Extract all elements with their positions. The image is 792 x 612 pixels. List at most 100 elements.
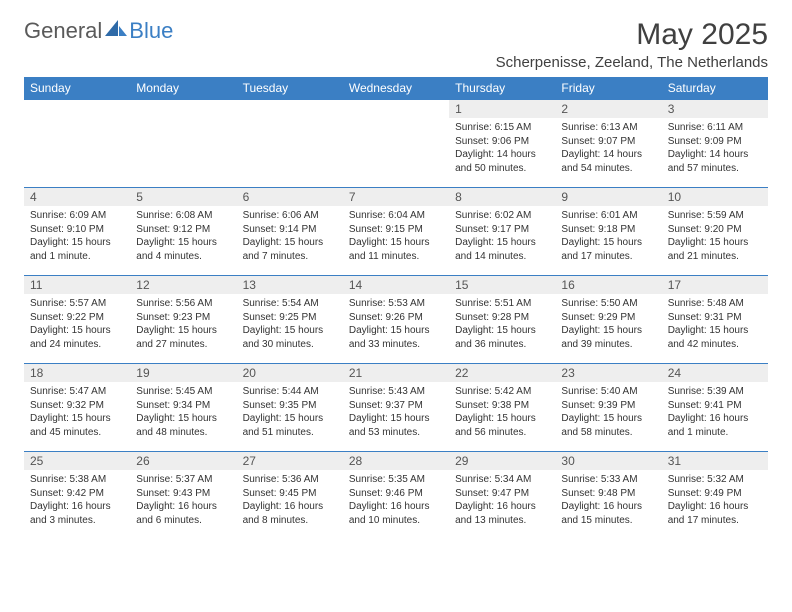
day-cell: 17Sunrise: 5:48 AMSunset: 9:31 PMDayligh…	[662, 276, 768, 364]
sunset-text: Sunset: 9:37 PM	[349, 399, 443, 413]
day-cell: 9Sunrise: 6:01 AMSunset: 9:18 PMDaylight…	[555, 188, 661, 276]
day-number: 31	[662, 452, 768, 470]
sunrise-text: Sunrise: 5:37 AM	[136, 473, 230, 487]
daylight-text: Daylight: 16 hours and 17 minutes.	[668, 500, 762, 527]
day-content: Sunrise: 6:02 AMSunset: 9:17 PMDaylight:…	[449, 206, 555, 265]
sunrise-text: Sunrise: 5:45 AM	[136, 385, 230, 399]
daylight-text: Daylight: 15 hours and 7 minutes.	[243, 236, 337, 263]
day-cell: 6Sunrise: 6:06 AMSunset: 9:14 PMDaylight…	[237, 188, 343, 276]
day-cell: 16Sunrise: 5:50 AMSunset: 9:29 PMDayligh…	[555, 276, 661, 364]
day-number: 13	[237, 276, 343, 294]
day-header: Monday	[130, 77, 236, 100]
sunrise-text: Sunrise: 6:13 AM	[561, 121, 655, 135]
day-cell: 1Sunrise: 6:15 AMSunset: 9:06 PMDaylight…	[449, 100, 555, 188]
daylight-text: Daylight: 15 hours and 4 minutes.	[136, 236, 230, 263]
day-number: 1	[449, 100, 555, 118]
day-content: Sunrise: 5:34 AMSunset: 9:47 PMDaylight:…	[449, 470, 555, 529]
sunrise-text: Sunrise: 5:54 AM	[243, 297, 337, 311]
sunset-text: Sunset: 9:09 PM	[668, 135, 762, 149]
day-header: Wednesday	[343, 77, 449, 100]
sunrise-text: Sunrise: 5:50 AM	[561, 297, 655, 311]
sunrise-text: Sunrise: 5:38 AM	[30, 473, 124, 487]
sunrise-text: Sunrise: 5:42 AM	[455, 385, 549, 399]
sunset-text: Sunset: 9:47 PM	[455, 487, 549, 501]
day-content: Sunrise: 5:56 AMSunset: 9:23 PMDaylight:…	[130, 294, 236, 353]
day-header: Thursday	[449, 77, 555, 100]
daylight-text: Daylight: 16 hours and 13 minutes.	[455, 500, 549, 527]
day-header: Tuesday	[237, 77, 343, 100]
day-content: Sunrise: 5:57 AMSunset: 9:22 PMDaylight:…	[24, 294, 130, 353]
sunrise-text: Sunrise: 6:06 AM	[243, 209, 337, 223]
daylight-text: Daylight: 16 hours and 15 minutes.	[561, 500, 655, 527]
day-cell	[343, 100, 449, 188]
daylight-text: Daylight: 15 hours and 42 minutes.	[668, 324, 762, 351]
day-content: Sunrise: 6:09 AMSunset: 9:10 PMDaylight:…	[24, 206, 130, 265]
daylight-text: Daylight: 15 hours and 58 minutes.	[561, 412, 655, 439]
day-number: 3	[662, 100, 768, 118]
sunset-text: Sunset: 9:28 PM	[455, 311, 549, 325]
sunrise-text: Sunrise: 5:51 AM	[455, 297, 549, 311]
day-content: Sunrise: 5:43 AMSunset: 9:37 PMDaylight:…	[343, 382, 449, 441]
daylight-text: Daylight: 15 hours and 39 minutes.	[561, 324, 655, 351]
sunset-text: Sunset: 9:15 PM	[349, 223, 443, 237]
daylight-text: Daylight: 15 hours and 45 minutes.	[30, 412, 124, 439]
sunset-text: Sunset: 9:06 PM	[455, 135, 549, 149]
daylight-text: Daylight: 16 hours and 8 minutes.	[243, 500, 337, 527]
day-header-row: SundayMondayTuesdayWednesdayThursdayFrid…	[24, 77, 768, 100]
sunset-text: Sunset: 9:29 PM	[561, 311, 655, 325]
day-content: Sunrise: 5:39 AMSunset: 9:41 PMDaylight:…	[662, 382, 768, 441]
day-cell	[130, 100, 236, 188]
day-content: Sunrise: 6:06 AMSunset: 9:14 PMDaylight:…	[237, 206, 343, 265]
daylight-text: Daylight: 15 hours and 21 minutes.	[668, 236, 762, 263]
daylight-text: Daylight: 15 hours and 27 minutes.	[136, 324, 230, 351]
day-number: 25	[24, 452, 130, 470]
day-cell: 13Sunrise: 5:54 AMSunset: 9:25 PMDayligh…	[237, 276, 343, 364]
sunset-text: Sunset: 9:26 PM	[349, 311, 443, 325]
sail-icon	[105, 20, 127, 43]
day-cell: 8Sunrise: 6:02 AMSunset: 9:17 PMDaylight…	[449, 188, 555, 276]
sunset-text: Sunset: 9:38 PM	[455, 399, 549, 413]
day-number: 22	[449, 364, 555, 382]
sunset-text: Sunset: 9:48 PM	[561, 487, 655, 501]
day-number: 27	[237, 452, 343, 470]
daylight-text: Daylight: 15 hours and 24 minutes.	[30, 324, 124, 351]
daylight-text: Daylight: 15 hours and 11 minutes.	[349, 236, 443, 263]
day-cell: 20Sunrise: 5:44 AMSunset: 9:35 PMDayligh…	[237, 364, 343, 452]
sunset-text: Sunset: 9:34 PM	[136, 399, 230, 413]
sunrise-text: Sunrise: 5:44 AM	[243, 385, 337, 399]
sunrise-text: Sunrise: 5:34 AM	[455, 473, 549, 487]
sunrise-text: Sunrise: 5:39 AM	[668, 385, 762, 399]
day-cell: 15Sunrise: 5:51 AMSunset: 9:28 PMDayligh…	[449, 276, 555, 364]
day-number: 10	[662, 188, 768, 206]
day-cell: 4Sunrise: 6:09 AMSunset: 9:10 PMDaylight…	[24, 188, 130, 276]
daylight-text: Daylight: 15 hours and 1 minute.	[30, 236, 124, 263]
sunset-text: Sunset: 9:46 PM	[349, 487, 443, 501]
day-content: Sunrise: 5:42 AMSunset: 9:38 PMDaylight:…	[449, 382, 555, 441]
day-number: 4	[24, 188, 130, 206]
daylight-text: Daylight: 15 hours and 56 minutes.	[455, 412, 549, 439]
day-cell	[24, 100, 130, 188]
sunrise-text: Sunrise: 5:56 AM	[136, 297, 230, 311]
sunset-text: Sunset: 9:41 PM	[668, 399, 762, 413]
sunset-text: Sunset: 9:43 PM	[136, 487, 230, 501]
day-content: Sunrise: 5:45 AMSunset: 9:34 PMDaylight:…	[130, 382, 236, 441]
day-content: Sunrise: 5:47 AMSunset: 9:32 PMDaylight:…	[24, 382, 130, 441]
day-number: 23	[555, 364, 661, 382]
day-number: 2	[555, 100, 661, 118]
day-cell: 12Sunrise: 5:56 AMSunset: 9:23 PMDayligh…	[130, 276, 236, 364]
sunrise-text: Sunrise: 5:43 AM	[349, 385, 443, 399]
day-cell: 14Sunrise: 5:53 AMSunset: 9:26 PMDayligh…	[343, 276, 449, 364]
brand-general: General	[24, 18, 102, 44]
day-cell: 26Sunrise: 5:37 AMSunset: 9:43 PMDayligh…	[130, 452, 236, 540]
daylight-text: Daylight: 16 hours and 1 minute.	[668, 412, 762, 439]
sunrise-text: Sunrise: 6:09 AM	[30, 209, 124, 223]
sunset-text: Sunset: 9:20 PM	[668, 223, 762, 237]
daylight-text: Daylight: 15 hours and 36 minutes.	[455, 324, 549, 351]
sunset-text: Sunset: 9:49 PM	[668, 487, 762, 501]
day-content: Sunrise: 5:37 AMSunset: 9:43 PMDaylight:…	[130, 470, 236, 529]
sunrise-text: Sunrise: 5:57 AM	[30, 297, 124, 311]
day-number: 7	[343, 188, 449, 206]
day-header: Friday	[555, 77, 661, 100]
day-cell: 31Sunrise: 5:32 AMSunset: 9:49 PMDayligh…	[662, 452, 768, 540]
daylight-text: Daylight: 14 hours and 54 minutes.	[561, 148, 655, 175]
